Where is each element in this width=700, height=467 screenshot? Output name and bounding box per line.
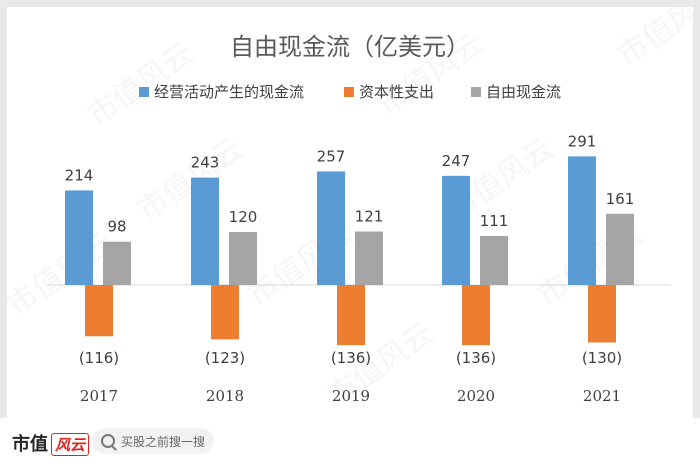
data-label: 121 — [355, 208, 384, 226]
bar-free-cash-flow — [229, 231, 257, 285]
data-label: 120 — [229, 208, 258, 226]
data-label: (116) — [79, 349, 119, 367]
legend-label: 资本性支出 — [359, 83, 434, 101]
chart-title: 自由现金流（亿美元） — [230, 33, 470, 61]
chart: 市值风云市值风云市值风云市值风云市值风云市值风云市值风云市值风云市值风云 自由现… — [47, 7, 693, 405]
data-label: (136) — [331, 349, 371, 367]
bar-operating-cash-flow — [568, 156, 596, 285]
search-box[interactable]: 买股之前搜一搜 — [92, 428, 214, 454]
legend-swatch — [471, 87, 481, 97]
data-label: 161 — [606, 190, 635, 208]
data-label: 257 — [317, 147, 346, 165]
bar-operating-cash-flow — [317, 171, 345, 285]
chart-card: 市值风云市值风云市值风云市值风云市值风云市值风云市值风云市值风云市值风云 自由现… — [7, 7, 693, 418]
brand-mark: 风云 — [51, 433, 90, 456]
search-placeholder: 买股之前搜一搜 — [121, 434, 206, 449]
x-tick-label: 2017 — [80, 387, 118, 405]
legend-label: 经营活动产生的现金流 — [154, 83, 304, 101]
bar-free-cash-flow — [355, 231, 383, 285]
bar-capex — [211, 285, 239, 340]
data-label: 247 — [442, 152, 471, 170]
data-label: 98 — [107, 218, 126, 236]
legend: 经营活动产生的现金流 资本性支出 自由现金流 — [139, 83, 561, 101]
data-label: 111 — [480, 212, 509, 230]
bar-capex — [588, 285, 616, 343]
data-label: 243 — [191, 154, 220, 172]
brand-logo[interactable]: 市值 风云 — [12, 430, 90, 456]
data-label: (136) — [456, 349, 496, 367]
brand-name: 市值 — [12, 434, 48, 455]
x-tick-label: 2020 — [457, 387, 495, 405]
bar-operating-cash-flow — [191, 177, 219, 285]
bar-capex — [337, 285, 365, 346]
legend-swatch — [344, 87, 354, 97]
bar-free-cash-flow — [103, 241, 131, 285]
x-tick-label: 2019 — [332, 387, 370, 405]
bars-layer: 214 (116) 98 2017 243 (123) 120 2018 257 (136) 121… — [65, 132, 635, 405]
bar-free-cash-flow — [480, 235, 508, 285]
data-label: 291 — [568, 132, 597, 150]
x-tick-label: 2018 — [206, 387, 244, 405]
legend-label: 自由现金流 — [486, 83, 561, 101]
footer-bar: 市值 风云 买股之前搜一搜 — [0, 418, 700, 467]
x-tick-label: 2021 — [583, 387, 621, 405]
data-label: (123) — [205, 349, 245, 367]
data-label: 214 — [65, 166, 94, 184]
bar-operating-cash-flow — [442, 175, 470, 285]
bar-free-cash-flow — [606, 213, 634, 285]
legend-swatch — [139, 87, 149, 97]
data-label: (130) — [582, 349, 622, 367]
search-icon — [101, 434, 115, 448]
bar-capex — [85, 285, 113, 337]
bar-operating-cash-flow — [65, 190, 93, 285]
bar-capex — [462, 285, 490, 346]
